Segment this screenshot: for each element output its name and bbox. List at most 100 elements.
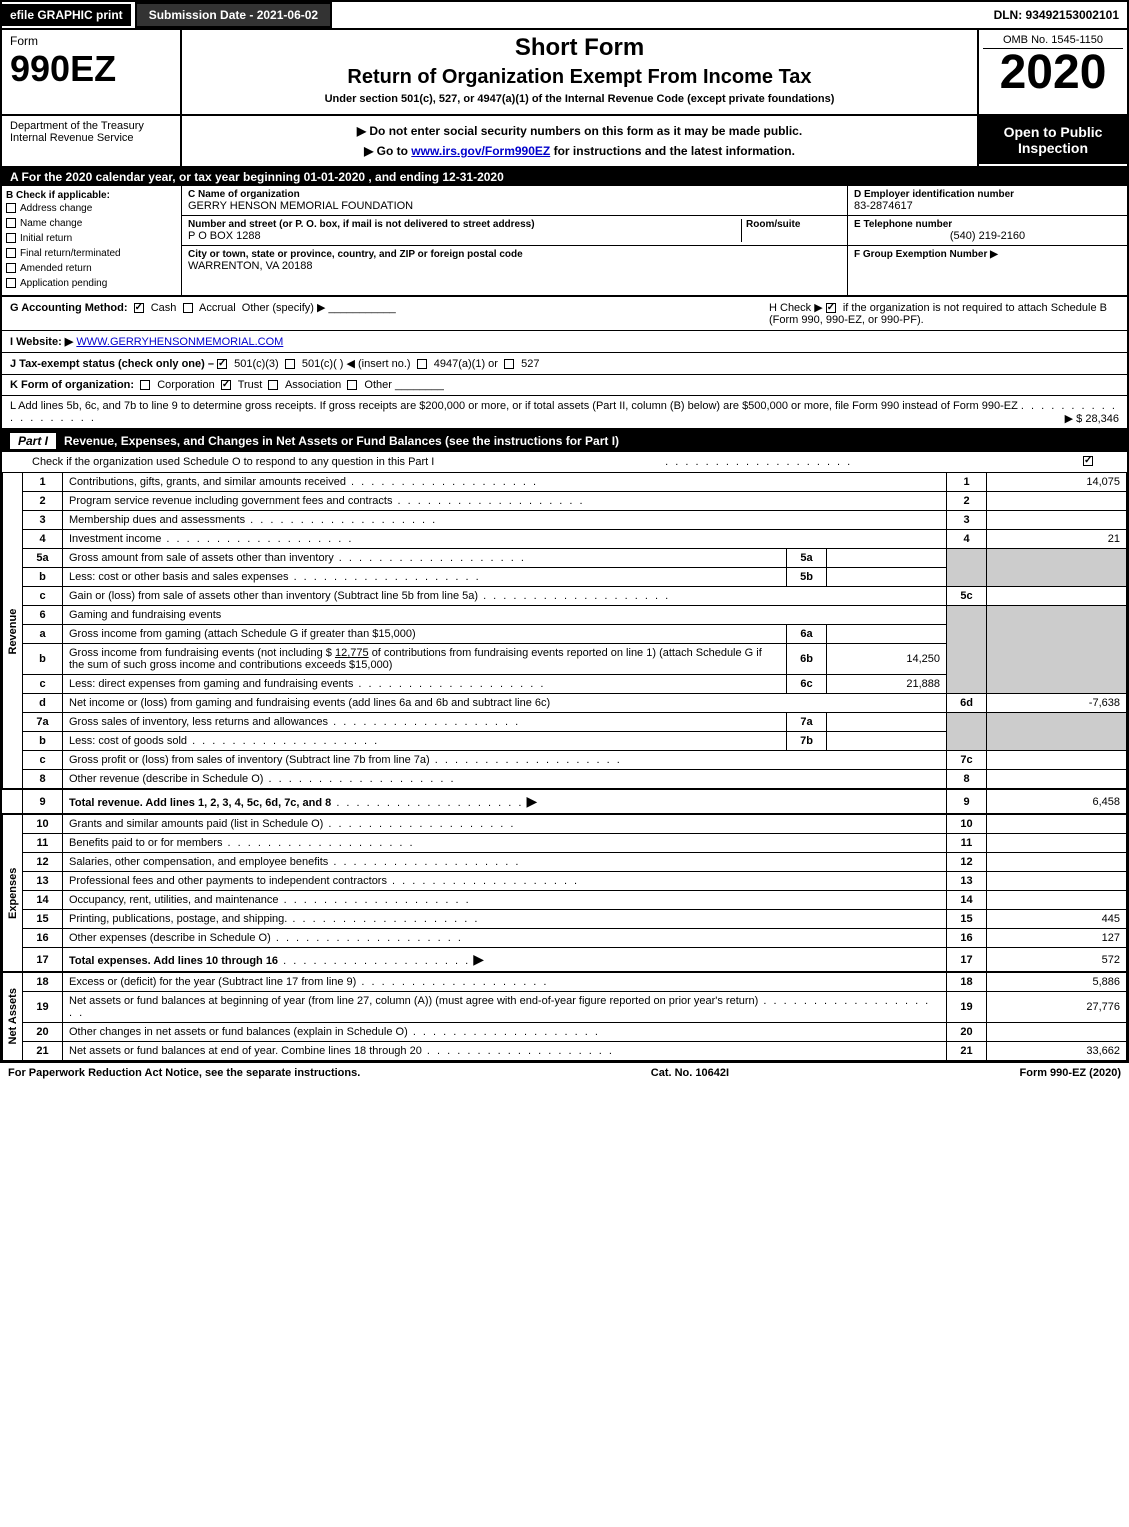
org-name: GERRY HENSON MEMORIAL FOUNDATION (188, 200, 841, 212)
line-2-val (987, 492, 1127, 511)
submission-date-button[interactable]: Submission Date - 2021-06-02 (135, 2, 332, 28)
part-1-table: Revenue 1 Contributions, gifts, grants, … (2, 472, 1127, 1061)
line-17-val: 572 (987, 948, 1127, 973)
line-5b-sub: 5b (787, 568, 827, 587)
line-15-col: 15 (947, 910, 987, 929)
paperwork-notice: For Paperwork Reduction Act Notice, see … (8, 1067, 360, 1079)
checkbox-amended-return[interactable] (6, 263, 16, 273)
goto-instructions: ▶ Go to www.irs.gov/Form990EZ for instru… (190, 144, 969, 158)
line-4-col: 4 (947, 530, 987, 549)
efile-print-button[interactable]: efile GRAPHIC print (2, 4, 131, 26)
section-h-check: H Check ▶ if the organization is not req… (769, 301, 1119, 326)
form-word: Form (10, 34, 172, 48)
checkbox-501c[interactable] (285, 359, 295, 369)
checkbox-other-org[interactable] (347, 380, 357, 390)
section-j-tax-exempt: J Tax-exempt status (check only one) – 5… (2, 353, 1127, 375)
row-g-h: G Accounting Method: Cash Accrual Other … (2, 297, 1127, 331)
arrow-icon: ▶ (526, 793, 537, 809)
line-6c-subval: 21,888 (827, 675, 947, 694)
checkbox-cash[interactable] (134, 303, 144, 313)
line-11-col: 11 (947, 834, 987, 853)
arrow-icon: ▶ (473, 951, 484, 967)
line-19-val: 27,776 (987, 992, 1127, 1023)
section-i-website: I Website: ▶ WWW.GERRYHENSONMEMORIAL.COM (2, 331, 1127, 353)
checkbox-schedule-b-not-required[interactable] (826, 303, 836, 313)
line-7a-num: 7a (23, 713, 63, 732)
line-16-val: 127 (987, 929, 1127, 948)
line-7c-num: c (23, 751, 63, 770)
line-5c-desc: Gain or (loss) from sale of assets other… (69, 590, 478, 602)
opt-association: Association (285, 379, 341, 391)
checkbox-4947a1[interactable] (417, 359, 427, 369)
line-6d-col: 6d (947, 694, 987, 713)
line-18-val: 5,886 (987, 972, 1127, 992)
checkbox-schedule-o-used[interactable] (1083, 456, 1093, 466)
line-18-desc: Excess or (deficit) for the year (Subtra… (69, 976, 356, 988)
line-6d-val: -7,638 (987, 694, 1127, 713)
line-6-num: 6 (23, 606, 63, 625)
line-7b-sub: 7b (787, 732, 827, 751)
line-6b-num: b (23, 644, 63, 675)
line-20-desc: Other changes in net assets or fund bala… (69, 1026, 408, 1038)
checkbox-address-change[interactable] (6, 203, 16, 213)
line-5c-num: c (23, 587, 63, 606)
year-box: OMB No. 1545-1150 2020 (977, 30, 1127, 114)
line-2-desc: Program service revenue including govern… (69, 495, 392, 507)
opt-trust: Trust (238, 379, 263, 391)
line-14-num: 14 (23, 891, 63, 910)
check-label: Address change (20, 203, 92, 214)
irs-link[interactable]: www.irs.gov/Form990EZ (411, 144, 550, 158)
checkbox-accrual[interactable] (183, 303, 193, 313)
line-21-desc: Net assets or fund balances at end of ye… (69, 1045, 422, 1057)
line-13-val (987, 872, 1127, 891)
line-15-num: 15 (23, 910, 63, 929)
line-11-num: 11 (23, 834, 63, 853)
line-14-desc: Occupancy, rent, utilities, and maintena… (69, 894, 279, 906)
checkbox-final-return[interactable] (6, 248, 16, 258)
line-6c-desc: Less: direct expenses from gaming and fu… (69, 678, 353, 690)
title-box: Short Form Return of Organization Exempt… (182, 30, 977, 114)
dept-treasury: Department of the Treasury Internal Reve… (2, 116, 182, 166)
line-12-desc: Salaries, other compensation, and employ… (69, 856, 328, 868)
checkbox-501c3[interactable] (217, 359, 227, 369)
line-12-col: 12 (947, 853, 987, 872)
line-5c-val (987, 587, 1127, 606)
line-8-col: 8 (947, 770, 987, 790)
line-15-desc: Printing, publications, postage, and shi… (69, 913, 287, 925)
line-7b-num: b (23, 732, 63, 751)
line-6b-amount: 12,775 (335, 647, 369, 659)
line-16-num: 16 (23, 929, 63, 948)
checkbox-initial-return[interactable] (6, 233, 16, 243)
line-10-num: 10 (23, 814, 63, 834)
net-assets-vert-label: Net Assets (3, 972, 23, 1061)
line-19-col: 19 (947, 992, 987, 1023)
shaded-cell (947, 713, 987, 751)
checkbox-name-change[interactable] (6, 218, 16, 228)
line-1-num: 1 (23, 473, 63, 492)
line-13-desc: Professional fees and other payments to … (69, 875, 387, 887)
line-5a-sub: 5a (787, 549, 827, 568)
line-13-num: 13 (23, 872, 63, 891)
opt-corporation: Corporation (157, 379, 214, 391)
line-13-col: 13 (947, 872, 987, 891)
form-code: 990EZ (10, 48, 172, 90)
checkbox-application-pending[interactable] (6, 278, 16, 288)
line-5c-col: 5c (947, 587, 987, 606)
line-11-val (987, 834, 1127, 853)
line-9-num: 9 (23, 789, 63, 814)
h-prefix: H Check ▶ (769, 302, 826, 314)
open-public-label: Open to Public Inspection (979, 116, 1127, 164)
line-5b-num: b (23, 568, 63, 587)
checkbox-corporation[interactable] (140, 380, 150, 390)
line-8-num: 8 (23, 770, 63, 790)
cash-label: Cash (151, 302, 177, 314)
line-8-val (987, 770, 1127, 790)
line-6c-sub: 6c (787, 675, 827, 694)
checkbox-trust[interactable] (221, 380, 231, 390)
website-link[interactable]: WWW.GERRYHENSONMEMORIAL.COM (76, 336, 283, 348)
line-4-num: 4 (23, 530, 63, 549)
shaded-cell (947, 549, 987, 587)
l-text: L Add lines 5b, 6c, and 7b to line 9 to … (10, 400, 1018, 412)
checkbox-527[interactable] (504, 359, 514, 369)
checkbox-association[interactable] (268, 380, 278, 390)
